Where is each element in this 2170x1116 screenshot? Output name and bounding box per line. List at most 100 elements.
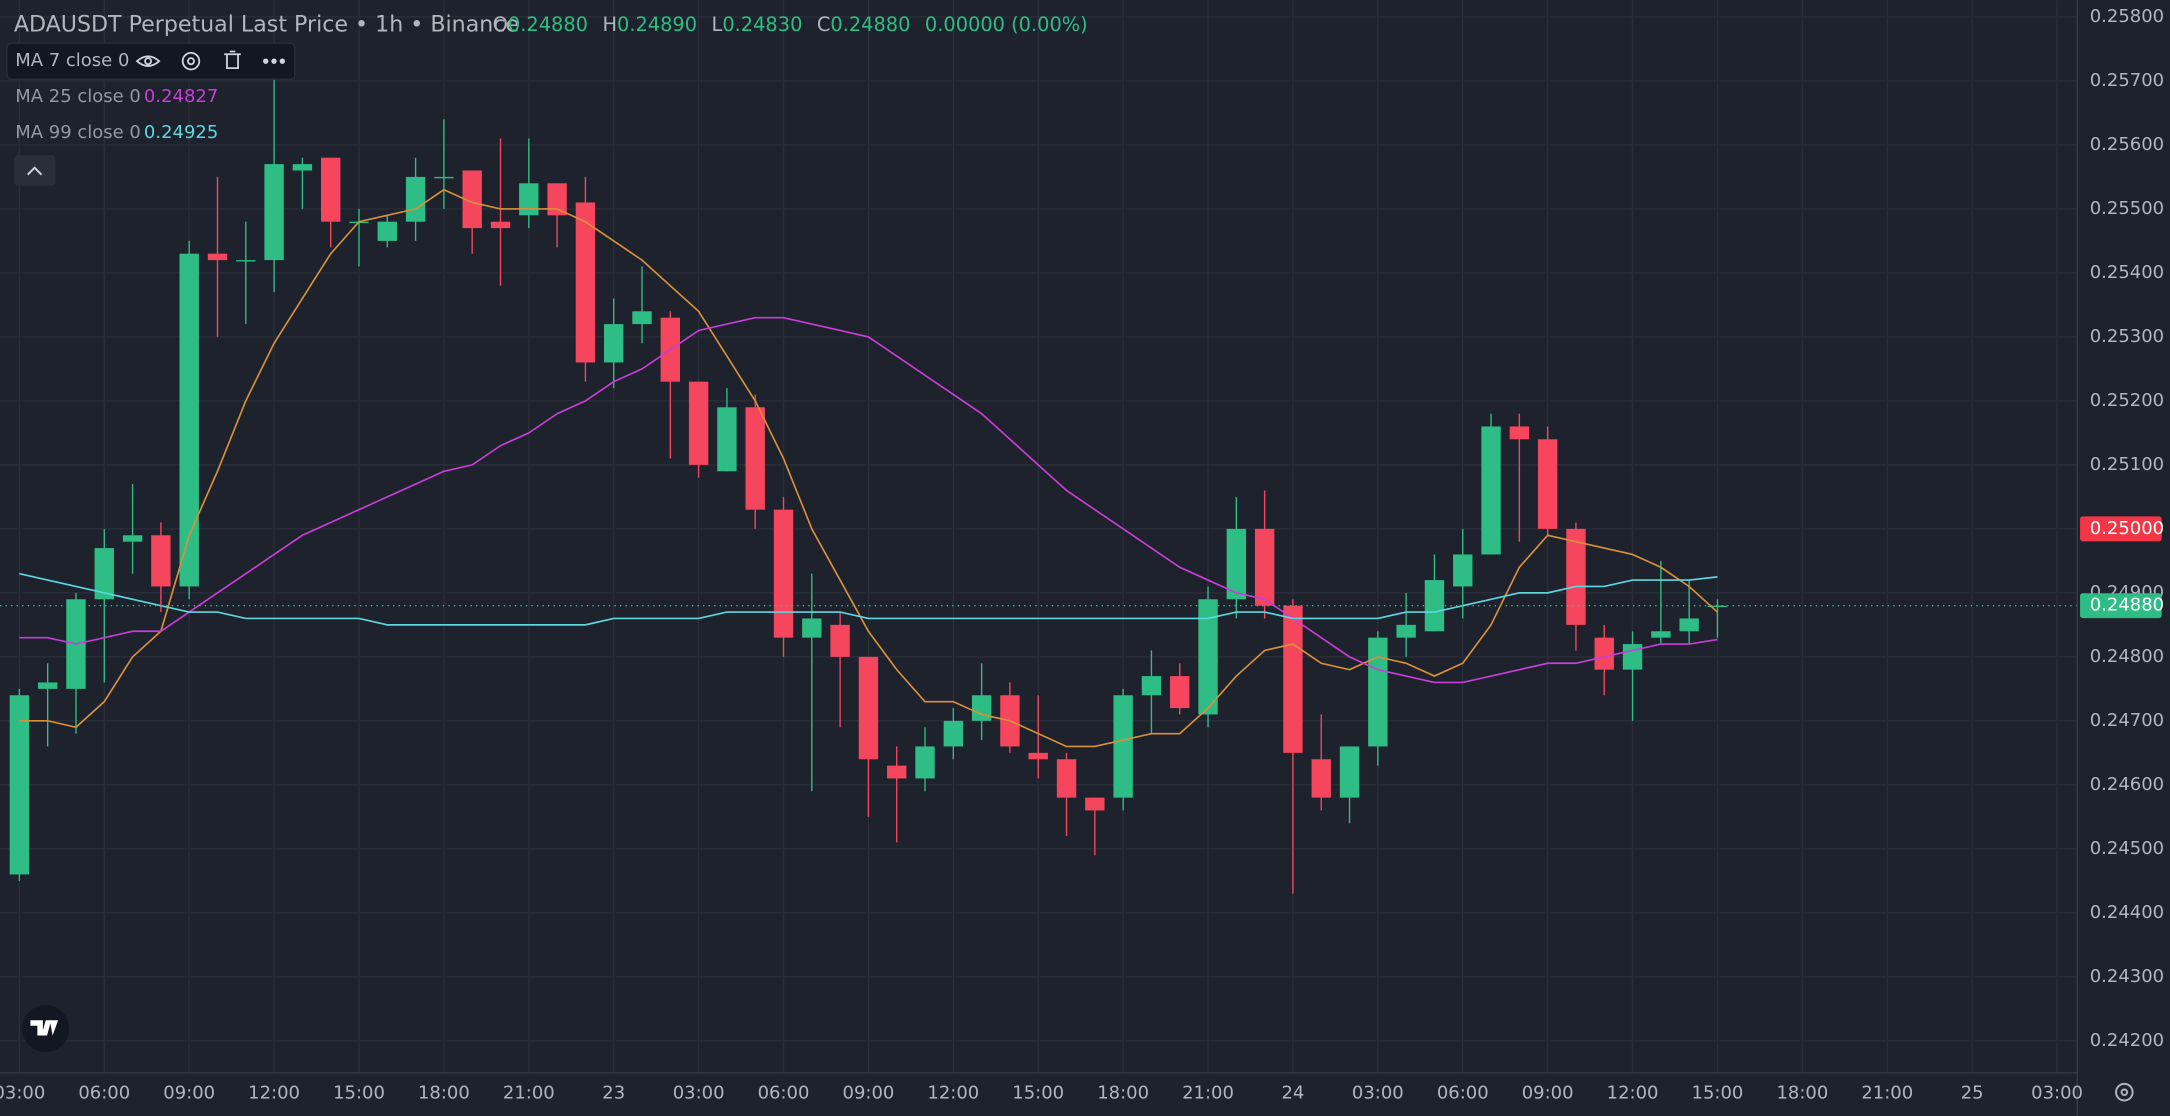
collapse-button[interactable] [13,155,56,186]
change: 0.00000 (0.00%) [925,13,1088,36]
x-tick-label: 06:00 [758,1083,810,1104]
candle-body [1537,439,1558,529]
candle-body [802,618,822,638]
y-tick-label: 0.24300 [2090,966,2164,987]
candle-body [1113,695,1133,798]
price-badge [2080,516,2162,542]
candle-body [405,176,426,222]
candle-body [37,682,58,689]
x-tick-label: 18:00 [1097,1083,1149,1104]
candle-body [1594,637,1614,670]
more-icon[interactable] [279,58,286,64]
legend-entry: MA 25 close 0 [15,86,141,107]
candle-body [1481,426,1501,555]
ma-line [19,188,1719,748]
candle-body [1226,528,1247,600]
x-tick-label: 12:00 [927,1083,979,1104]
y-tick-label: 0.24500 [2090,838,2164,859]
candle-body [122,535,143,542]
candle-body [971,695,992,721]
x-tick-label: 18:00 [418,1083,470,1104]
x-tick-label: 24 [1281,1083,1304,1104]
candle-body [1283,605,1303,753]
candle-body [1566,528,1586,625]
ma-line [19,572,1718,626]
ohlc-label: C [817,13,831,36]
x-tick-label: 06:00 [78,1083,130,1104]
y-tick-label: 0.25800 [2090,6,2164,27]
candle-body [717,407,737,472]
candle-body [688,381,709,465]
legend: ADAUSDT Perpetual Last Price • 1h • Bina… [6,12,2134,1102]
y-tick-label: 0.24400 [2090,902,2164,923]
candle-body [292,164,313,171]
candle-body [94,548,114,600]
candle-body [490,221,511,229]
candle-body [943,720,964,747]
candle-body [915,746,935,779]
ohlc-header: O0.24880 H0.24890 L0.24830 C0.24880 0.00… [493,13,1088,36]
eye-icon[interactable] [135,55,161,67]
candle-body [377,221,397,241]
y-tick-label: 0.25100 [2090,454,2164,475]
y-tick-label: 0.25400 [2090,262,2164,283]
legend-icons[interactable] [135,50,286,71]
settings-icon[interactable] [187,57,195,66]
candle-body [462,170,482,229]
candle-body [1198,599,1218,715]
candle-body [179,253,199,587]
candle-body [1170,676,1190,709]
candle-body [773,509,794,638]
candle-body [1056,759,1077,798]
x-tick-label: 12:00 [1607,1083,1659,1104]
axes: 0.24200 0.24300 0.24400 0.24500 0.24600 0.247… [0,6,2164,1104]
y-tick-label: 0.24200 [2090,1030,2164,1051]
candle-body [264,164,284,261]
candle-body [575,202,596,363]
candle-body [604,324,624,363]
candle-body [207,253,228,261]
settings-button[interactable] [2115,1082,2134,1102]
collapse-icon[interactable] [26,166,43,176]
plot-area [0,74,2078,894]
x-tick-label: 12:00 [248,1083,300,1104]
candle-body [1028,752,1048,760]
candle-body [1509,426,1530,440]
x-tick-label: 21:00 [503,1083,555,1104]
y-tick-label: 0.25700 [2090,70,2164,91]
candle-body [1396,624,1416,638]
candle-body [632,311,652,325]
price-badge-label: 0.25000 [2090,518,2164,539]
x-tick-label: 15:00 [1692,1083,1744,1104]
x-tick-label: 06:00 [1437,1083,1489,1104]
chart-title: ADAUSDT Perpetual Last Price • 1h • Bina… [14,12,519,38]
x-tick-label: 15:00 [333,1083,385,1104]
legend-entry: MA 7 close 0 [15,50,129,71]
legend-value: 0.24925 [144,122,218,143]
ohlc-label: O [493,13,508,36]
candle-body [830,624,850,657]
candle-body [1368,637,1388,747]
x-tick-label: 03:00 [0,1083,45,1104]
x-tick-label: 03:00 [2031,1083,2083,1104]
eye-icon[interactable] [144,57,153,66]
candle-body [151,535,171,587]
more-icon[interactable] [271,58,277,64]
delete-icon[interactable] [224,50,241,69]
candle-body [1679,618,1699,632]
y-tick-label: 0.25600 [2090,134,2164,155]
candle-body [9,695,30,875]
x-tick-label: 09:00 [843,1083,895,1104]
candle-body [519,183,539,216]
settings-icon[interactable] [181,51,201,71]
y-tick-label: 0.25300 [2090,326,2164,347]
more-icon[interactable] [263,58,269,64]
candle-body [321,157,341,222]
settings-button[interactable] [2120,1088,2129,1096]
x-tick-label: 25 [1961,1083,1984,1104]
y-tick-label: 0.25200 [2090,390,2164,411]
price-badge [2080,593,2162,619]
ohlc-label: L [712,13,723,36]
